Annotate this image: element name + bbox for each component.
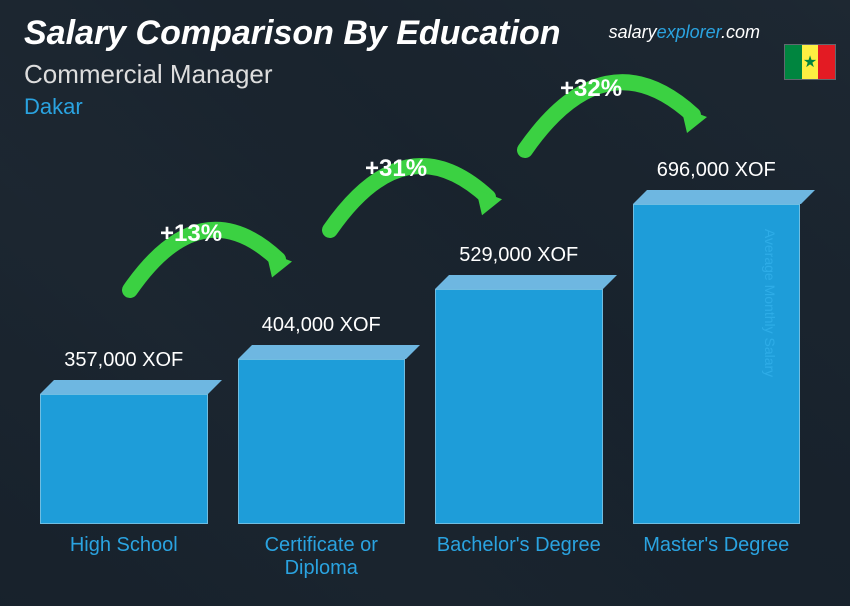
source-attribution: salaryexplorer.com [609, 22, 760, 43]
country-flag-senegal: ★ [784, 44, 836, 80]
flag-stripe-3 [818, 45, 835, 79]
bar-category-label: Bachelor's Degree [437, 534, 601, 586]
source-part1: salary [609, 22, 657, 42]
bar-category-label: High School [70, 534, 178, 586]
bar-value-label: 357,000 XOF [64, 349, 183, 372]
bar-value-label: 404,000 XOF [262, 314, 381, 337]
bar [238, 345, 406, 524]
header: Salary Comparison By Education Commercia… [24, 14, 561, 120]
bar-column: 529,000 XOF Bachelor's Degree [435, 244, 603, 586]
flag-star: ★ [803, 52, 817, 72]
bar [40, 380, 208, 524]
bar-value-label: 529,000 XOF [459, 244, 578, 267]
source-part3: .com [721, 22, 760, 42]
bar-category-label: Certificate or Diploma [238, 534, 406, 586]
bar [435, 275, 603, 524]
source-part2: explorer [657, 22, 721, 42]
bar-column: 357,000 XOF High School [40, 349, 208, 586]
bar-column: 404,000 XOF Certificate or Diploma [238, 314, 406, 586]
flag-stripe-1 [785, 45, 802, 79]
increase-percentage: +32% [560, 75, 622, 103]
chart-title: Salary Comparison By Education [24, 14, 561, 53]
bar-category-label: Master's Degree [643, 534, 789, 586]
bar [633, 190, 801, 524]
bar-chart: 357,000 XOF High School 404,000 XOF Certifi… [40, 140, 800, 586]
bar-value-label: 696,000 XOF [657, 159, 776, 182]
chart-subtitle: Commercial Manager [24, 59, 561, 90]
bar-column: 696,000 XOF Master's Degree [633, 159, 801, 586]
chart-location: Dakar [24, 94, 561, 120]
